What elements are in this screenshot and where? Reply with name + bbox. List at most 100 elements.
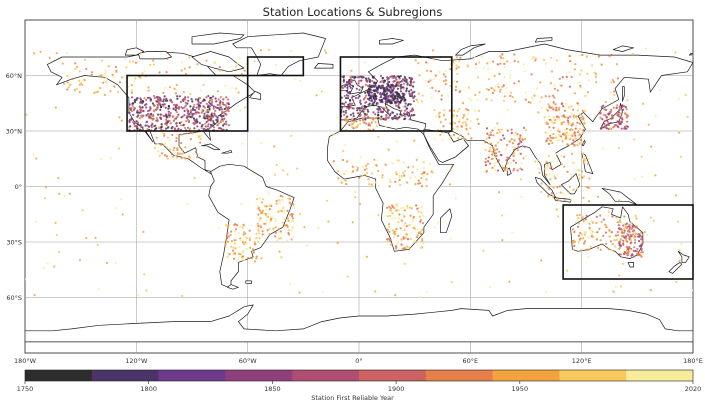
station-point (268, 208, 271, 211)
station-point (391, 85, 394, 88)
station-point (418, 74, 421, 77)
station-point (180, 124, 183, 127)
station-point (404, 78, 407, 81)
station-point (139, 111, 142, 114)
station-point (421, 214, 424, 217)
station-point (172, 149, 175, 152)
station-point (196, 63, 199, 66)
station-point (400, 243, 403, 246)
station-point (408, 206, 411, 209)
station-point (517, 146, 520, 149)
station-point (238, 57, 241, 60)
station-point (224, 243, 227, 246)
station-point (377, 213, 380, 217)
station-point (565, 127, 568, 130)
station-point (141, 100, 144, 103)
station-point (625, 127, 628, 130)
coastline-novaya-zemlya (455, 43, 486, 56)
station-point (553, 84, 556, 87)
station-point (417, 62, 420, 65)
station-point (264, 212, 267, 215)
station-point (438, 115, 441, 118)
station-point (346, 81, 349, 84)
station-point (248, 238, 251, 242)
station-point (447, 94, 450, 97)
station-point (566, 269, 569, 272)
station-point (132, 108, 135, 111)
station-point (169, 111, 172, 115)
station-point (420, 185, 423, 188)
station-point (244, 241, 247, 244)
station-point (555, 152, 558, 156)
station-point (258, 219, 261, 222)
station-point (600, 124, 604, 128)
station-point (403, 215, 406, 218)
station-point (610, 108, 613, 111)
station-point (419, 182, 422, 185)
station-point (130, 91, 133, 94)
station-point (458, 120, 461, 123)
station-point (560, 138, 564, 141)
station-point (398, 179, 401, 182)
station-point (394, 216, 397, 219)
station-point (371, 182, 374, 185)
station-point (405, 107, 409, 110)
station-point (350, 125, 353, 128)
station-point (544, 131, 547, 134)
station-point (449, 68, 452, 71)
station-point (545, 122, 548, 125)
station-point (498, 90, 501, 93)
station-point (321, 290, 324, 293)
station-point (474, 67, 477, 70)
station-point (572, 108, 575, 111)
station-point (578, 127, 582, 130)
station-point (452, 133, 455, 136)
station-point (149, 98, 153, 101)
station-point (543, 116, 546, 119)
station-point (638, 234, 642, 237)
station-point (350, 122, 353, 125)
station-point (553, 175, 556, 178)
station-point (645, 47, 648, 50)
station-point (118, 116, 121, 119)
station-point (183, 98, 186, 101)
station-point (415, 204, 418, 207)
station-point (569, 115, 572, 118)
station-point (409, 110, 412, 113)
station-point (115, 69, 118, 72)
station-point (492, 134, 495, 137)
station-point (534, 160, 537, 163)
station-point (572, 139, 575, 142)
station-point (548, 173, 551, 176)
station-point (167, 126, 170, 129)
station-point (524, 129, 528, 132)
station-point (198, 115, 201, 118)
station-point (220, 114, 223, 117)
station-point (345, 97, 348, 100)
station-point (268, 203, 271, 206)
station-point (628, 223, 631, 226)
station-point (625, 108, 628, 111)
station-point (281, 169, 285, 172)
station-point (164, 154, 167, 157)
station-point (513, 59, 516, 63)
station-point (142, 109, 145, 113)
station-point (370, 117, 374, 120)
station-point (162, 148, 165, 151)
station-point (128, 119, 131, 122)
station-point (69, 83, 72, 86)
station-point (392, 116, 395, 119)
station-point (375, 164, 378, 167)
station-point (555, 208, 558, 211)
colorbar-tick-label: 1950 (512, 385, 529, 393)
station-point (262, 209, 265, 212)
station-point (611, 117, 614, 120)
station-point (140, 114, 143, 117)
station-point (386, 228, 389, 231)
station-point (109, 90, 112, 93)
station-point (160, 143, 163, 146)
station-point (396, 113, 399, 116)
station-point (257, 225, 260, 228)
station-point (425, 172, 428, 175)
station-point (139, 76, 142, 79)
